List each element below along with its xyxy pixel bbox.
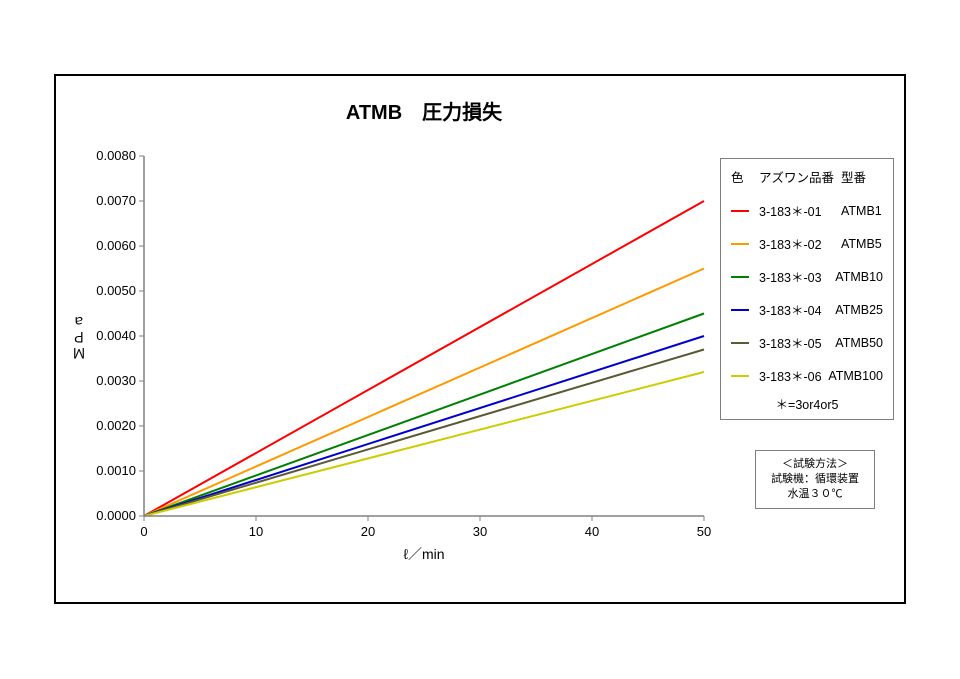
legend-note: ＊=3or4or5 [731,394,883,413]
legend-code: 3-183＊-05 [759,333,835,352]
y-tick-label: 0.0010 [96,463,136,478]
page-root: ATMB 圧力損失 ＭＰａ ℓ／min 0 10 20 30 40 50 0.0000 0.0… [0,0,960,679]
method-line: ＜試験方法＞ [764,457,866,472]
test-method-box: ＜試験方法＞試験機：循環装置水温３０℃ [755,450,875,509]
x-tick-label: 30 [470,524,490,539]
y-tick-label: 0.0070 [96,193,136,208]
plot-svg [144,156,704,516]
legend-swatch [731,276,749,278]
method-line: 水温３０℃ [764,487,866,502]
legend-model: ATMB25 [835,303,883,317]
legend-header-model: 型番 [841,167,866,186]
legend-code: 3-183＊-03 [759,267,835,286]
legend-model: ATMB100 [828,369,883,383]
legend-item: 3-183＊-03ATMB10 [731,260,883,293]
legend-model: ATMB50 [835,336,883,350]
method-line: 試験機：循環装置 [764,472,866,487]
y-tick-label: 0.0030 [96,373,136,388]
legend-item: 3-183＊-05ATMB50 [731,326,883,359]
x-tick-label: 40 [582,524,602,539]
x-tick-label: 50 [694,524,714,539]
y-tick-label: 0.0000 [96,508,136,523]
legend-rows: 3-183＊-01ATMB13-183＊-02ATMB53-183＊-03ATM… [731,194,883,392]
x-tick-label: 10 [246,524,266,539]
y-axis-label: ＭＰａ [69,296,89,376]
legend-code: 3-183＊-06 [759,366,828,385]
y-tick-label: 0.0060 [96,238,136,253]
legend-swatch [731,243,749,245]
legend-code: 3-183＊-04 [759,300,835,319]
legend-model: ATMB1 [841,204,882,218]
legend-swatch [731,342,749,344]
x-tick-label: 20 [358,524,378,539]
x-axis-label: ℓ／min [144,544,704,564]
y-tick-label: 0.0020 [96,418,136,433]
y-tick-label: 0.0050 [96,283,136,298]
y-tick-label: 0.0040 [96,328,136,343]
legend-model: ATMB5 [841,237,882,251]
legend-box: 色 アズワン品番 型番 3-183＊-01ATMB13-183＊-02ATMB5… [720,158,894,420]
legend-header: 色 アズワン品番 型番 [731,167,883,186]
legend-code: 3-183＊-01 [759,201,841,220]
y-tick-label: 0.0080 [96,148,136,163]
legend-header-code: アズワン品番 [759,167,841,186]
legend-item: 3-183＊-02ATMB5 [731,227,883,260]
legend-swatch [731,309,749,311]
x-tick-label: 0 [134,524,154,539]
plot-area [144,156,704,516]
legend-header-color: 色 [731,167,759,186]
legend-swatch [731,375,749,377]
legend-item: 3-183＊-01ATMB1 [731,194,883,227]
legend-model: ATMB10 [835,270,883,284]
legend-code: 3-183＊-02 [759,234,841,253]
chart-title: ATMB 圧力損失 [144,96,704,125]
legend-item: 3-183＊-06ATMB100 [731,359,883,392]
legend-item: 3-183＊-04ATMB25 [731,293,883,326]
legend-swatch [731,210,749,212]
